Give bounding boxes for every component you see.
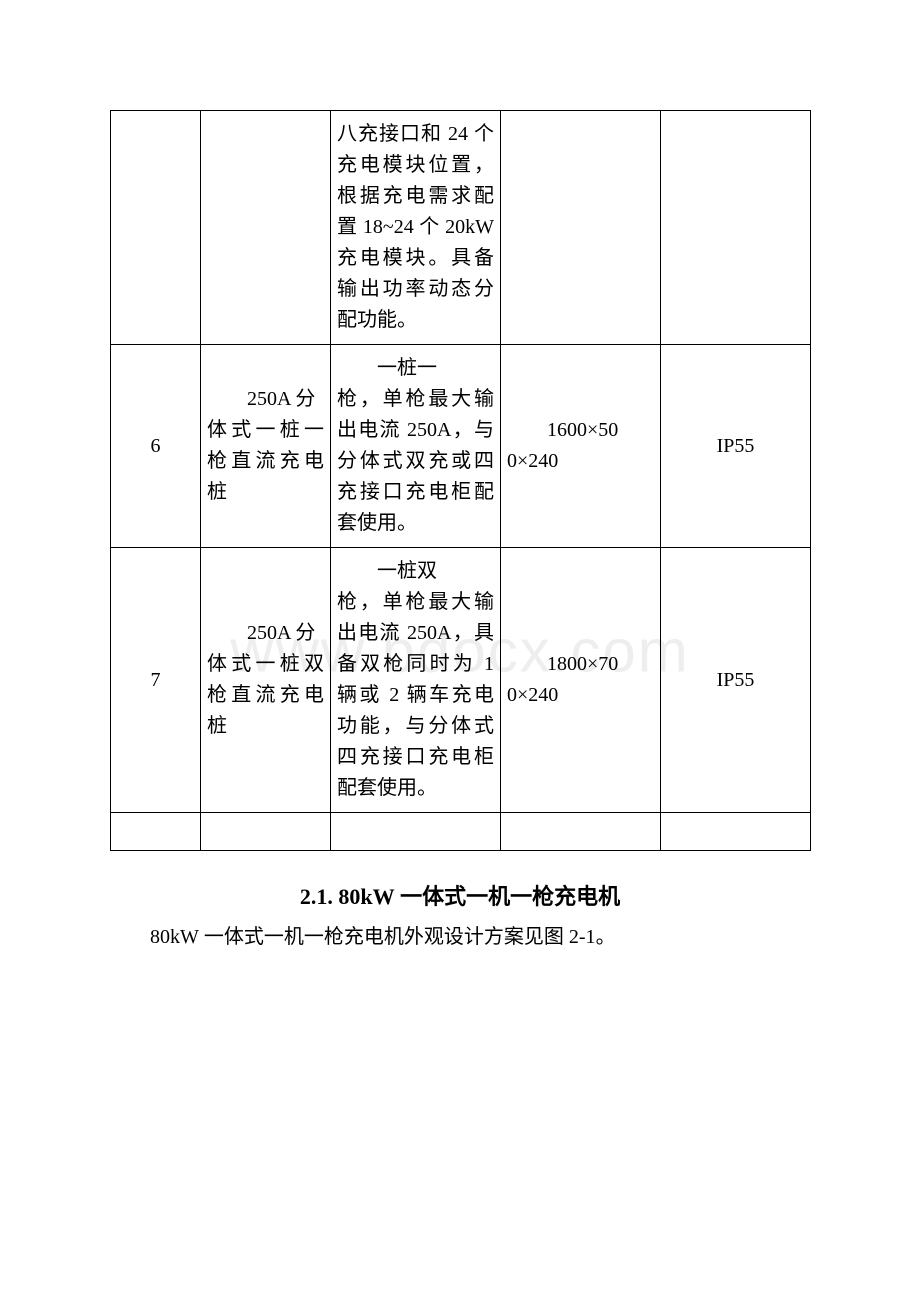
cell-name: 250A 分 体式一桩双枪直流充电桩	[201, 548, 331, 813]
cell-description: 一桩双 枪，单枪最大输出电流 250A，具备双枪同时为 1 辆或 2 辆车充电功…	[331, 548, 501, 813]
heading-cn: 一体式一机一枪充电机	[395, 884, 621, 909]
para-fig: 2-1	[569, 926, 596, 948]
cell-description: 一桩一 枪，单枪最大输出电流 250A，与分体式双充或四充接口充电柜配套使用。	[331, 345, 501, 548]
para-en: 80kW	[150, 926, 199, 948]
spec-table: 八充接口和 24 个充电模块位置，根据充电需求配置 18~24 个 20kW 充…	[110, 110, 811, 851]
cell-empty	[501, 813, 661, 851]
cell-dim-line1: 1600×50	[507, 415, 654, 446]
cell-name: 250A 分 体式一桩一枪直流充电桩	[201, 345, 331, 548]
table-row: 7 250A 分 体式一桩双枪直流充电桩 一桩双 枪，单枪最大输出电流 250A…	[111, 548, 811, 813]
cell-desc-rest: 枪，单枪最大输出电流 250A，与分体式双充或四充接口充电柜配套使用。	[337, 388, 494, 534]
cell-name-line1: 250A 分	[207, 384, 324, 415]
heading-en: 80kW	[338, 884, 394, 909]
cell-number: 6	[111, 345, 201, 548]
table-row: 八充接口和 24 个充电模块位置，根据充电需求配置 18~24 个 20kW 充…	[111, 111, 811, 345]
cell-number: 7	[111, 548, 201, 813]
cell-dimension: 1800×70 0×240	[501, 548, 661, 813]
cell-empty	[111, 813, 201, 851]
cell-number	[111, 111, 201, 345]
cell-description: 八充接口和 24 个充电模块位置，根据充电需求配置 18~24 个 20kW 充…	[331, 111, 501, 345]
cell-name-line1: 250A 分	[207, 618, 324, 649]
cell-name-rest: 体式一桩双枪直流充电桩	[207, 653, 324, 737]
cell-ip: IP55	[661, 345, 811, 548]
table-row: 6 250A 分 体式一桩一枪直流充电桩 一桩一 枪，单枪最大输出电流 250A…	[111, 345, 811, 548]
cell-empty	[201, 813, 331, 851]
cell-empty	[331, 813, 501, 851]
cell-dimension	[501, 111, 661, 345]
cell-dimension: 1600×50 0×240	[501, 345, 661, 548]
cell-ip: IP55	[661, 548, 811, 813]
cell-empty	[661, 813, 811, 851]
para-mid: 一体式一机一枪充电机外观设计方案见图	[199, 926, 569, 948]
cell-name	[201, 111, 331, 345]
cell-dim-rest: 0×240	[507, 684, 558, 706]
document-page: www.bdocx.com 八充接口和 24 个充电模块位置，根据充电需求配置 …	[0, 0, 920, 1302]
para-suffix: 。	[596, 926, 616, 948]
cell-dim-rest: 0×240	[507, 450, 558, 472]
heading-number: 2.1.	[300, 884, 333, 909]
cell-dim-line1: 1800×70	[507, 649, 654, 680]
cell-ip	[661, 111, 811, 345]
cell-desc-line1: 一桩双	[337, 556, 494, 587]
body-paragraph: 80kW 一体式一机一枪充电机外观设计方案见图 2-1。	[110, 921, 810, 953]
cell-desc-rest: 枪，单枪最大输出电流 250A，具备双枪同时为 1 辆或 2 辆车充电功能，与分…	[337, 591, 494, 799]
cell-name-rest: 体式一桩一枪直流充电桩	[207, 419, 324, 503]
table-row-empty	[111, 813, 811, 851]
cell-desc-line1: 一桩一	[337, 353, 494, 384]
section-heading: 2.1. 80kW 一体式一机一枪充电机	[110, 879, 810, 911]
